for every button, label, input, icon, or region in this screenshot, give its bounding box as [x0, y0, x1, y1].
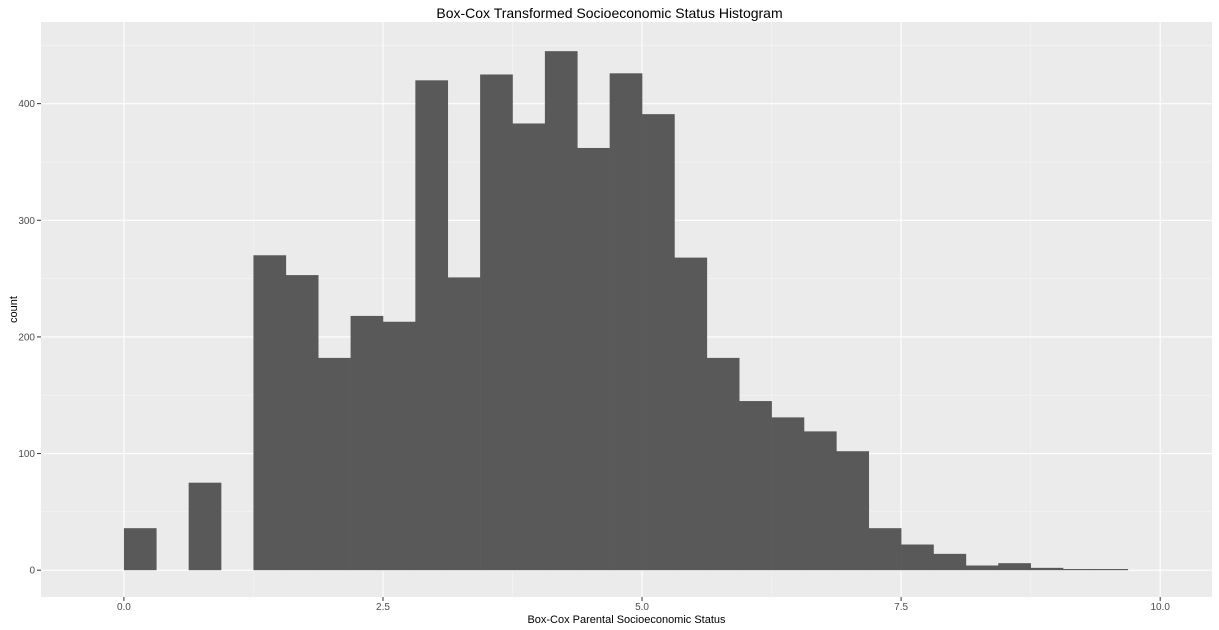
histogram-bar	[609, 73, 643, 571]
axes: 0.0 2.5 5.0 7.5 10.0 0 100 200 300 400	[18, 99, 1170, 613]
histogram-bar	[188, 482, 222, 571]
histogram-bar	[674, 257, 708, 571]
histogram-bar	[350, 315, 384, 571]
histogram-bar	[447, 277, 481, 571]
y-tick-label: 300	[18, 216, 35, 227]
x-tick-label: 2.5	[376, 602, 390, 613]
y-tick-label: 0	[29, 566, 35, 577]
y-tick-label: 100	[18, 449, 35, 460]
histogram-bar	[480, 74, 513, 571]
histogram-bar	[771, 417, 805, 571]
histogram-bar	[1095, 569, 1129, 571]
histogram-bar	[901, 544, 934, 571]
histogram-bar	[998, 563, 1031, 571]
histogram-bar	[123, 528, 157, 571]
histogram-bar	[285, 275, 319, 571]
x-tick-label: 7.5	[894, 602, 908, 613]
y-axis-title: count	[8, 296, 20, 323]
histogram-bar	[1030, 567, 1064, 571]
histogram-bars	[123, 51, 1129, 571]
histogram-bar	[803, 431, 837, 571]
histogram-bar	[577, 147, 610, 571]
histogram-bar	[382, 321, 416, 571]
x-tick-label: 0.0	[117, 602, 131, 613]
histogram-bar	[253, 255, 287, 571]
histogram-bar	[512, 123, 546, 571]
histogram-bar	[642, 114, 675, 571]
histogram-bar	[415, 80, 449, 571]
x-tick-label: 10.0	[1150, 602, 1170, 613]
histogram-bar	[544, 51, 578, 571]
histogram-bar	[739, 401, 772, 571]
chart-title: Box-Cox Transformed Socioeconomic Status…	[436, 5, 783, 21]
histogram-bar	[933, 553, 967, 571]
y-tick-label: 400	[18, 99, 35, 110]
x-tick-label: 5.0	[635, 602, 649, 613]
y-tick-label: 200	[18, 332, 35, 343]
histogram-bar	[318, 357, 351, 571]
histogram-bar	[836, 451, 870, 571]
histogram-bar	[706, 357, 740, 571]
histogram-bar	[868, 528, 902, 571]
x-axis-title: Box-Cox Parental Socioeconomic Status	[527, 614, 726, 626]
histogram-bar	[965, 565, 999, 571]
histogram-bar	[1063, 569, 1096, 571]
